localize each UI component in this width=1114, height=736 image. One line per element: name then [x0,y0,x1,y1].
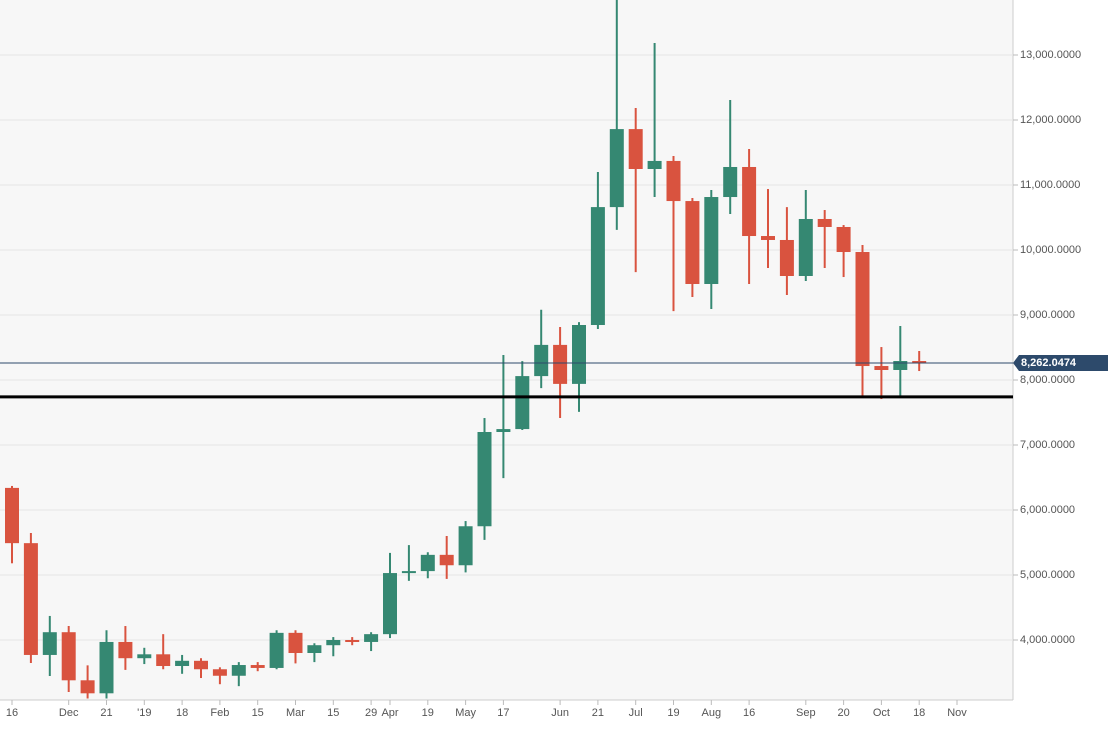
x-tick-label: Mar [286,707,305,719]
candle-body [250,665,265,668]
candle-body [307,645,322,654]
candle-body [893,361,908,370]
x-tick-label: 17 [497,707,509,719]
x-tick-label: Jul [629,707,643,719]
candle-body [345,640,360,643]
y-tick-label: 12,000.0000 [1020,114,1081,126]
candle-body [704,197,719,284]
candle-body [439,554,454,566]
x-tick-label: Dec [59,707,79,719]
y-tick-label: 5,000.0000 [1020,569,1075,581]
candle-body [401,571,416,574]
y-tick-label: 8,000.0000 [1020,374,1075,386]
candle-body [5,487,19,544]
candle-body [515,376,530,430]
x-tick-label: Apr [381,707,398,719]
candle-body [912,361,927,364]
x-tick-label: May [455,707,476,719]
x-tick-label: 19 [422,707,434,719]
x-tick-label: Nov [947,707,967,719]
x-tick-label: Aug [702,707,722,719]
price-label: 8,262.0474 [1021,357,1077,369]
candle-body [137,654,152,659]
x-tick-label: 19 [667,707,679,719]
candle-body [572,325,586,384]
candle-body [61,632,76,681]
candle-body [666,160,681,202]
x-tick-label: 21 [100,707,112,719]
x-tick-label: 16 [6,707,18,719]
candle-body [156,654,171,667]
candle-body [779,239,794,276]
x-tick-label: 29 [365,707,377,719]
y-tick-label: 6,000.0000 [1020,504,1075,516]
x-tick-label: '19 [137,707,151,719]
candle-body [798,218,813,276]
plot-background [0,0,1013,700]
x-tick-label: Feb [210,707,229,719]
candle-body [496,429,511,432]
candle-body [855,252,870,367]
candle-body [80,680,95,694]
candle-body [685,201,700,284]
candle-body [99,641,114,694]
candle-body [231,665,246,676]
candle-body [836,226,851,253]
x-tick-label: 18 [913,707,925,719]
candle-body [817,218,832,227]
candle-body [723,166,738,198]
x-tick-label: 20 [837,707,849,719]
candle-body [761,236,775,240]
candle-body [420,554,435,572]
candle-body [383,573,397,635]
y-tick-label: 9,000.0000 [1020,309,1075,321]
candle-body [628,129,643,170]
x-tick-label: Jun [551,707,569,719]
x-tick-label: 18 [176,707,188,719]
candle-body [477,431,492,527]
candle-body [212,669,227,676]
candle-body [288,632,303,654]
candle-body [553,344,568,384]
candle-body [326,640,341,646]
candle-body [269,632,284,668]
y-tick-label: 11,000.0000 [1020,179,1080,191]
x-tick-label: 15 [252,707,264,719]
y-tick-label: 13,000.0000 [1020,49,1081,61]
candle-body [874,366,889,370]
y-tick-label: 4,000.0000 [1020,634,1075,646]
candle-body [364,634,379,642]
candle-body [175,660,190,667]
candle-body [458,526,473,566]
x-tick-label: Sep [796,707,816,719]
price-tag [1013,354,1108,371]
x-tick-label: 21 [592,707,604,719]
y-tick-label: 10,000.0000 [1020,244,1081,256]
candle-body [23,543,38,655]
candle-body [42,632,57,655]
candle-body [534,344,549,377]
candle-body [742,166,757,237]
candle-body [609,129,624,208]
x-tick-label: 16 [743,707,755,719]
candle-body [118,641,133,659]
candle-body [194,660,208,670]
candle-body [647,160,662,170]
candle-body [590,207,605,326]
x-tick-label: 15 [327,707,339,719]
y-tick-label: 7,000.0000 [1020,439,1075,451]
x-tick-label: Oct [873,707,890,719]
